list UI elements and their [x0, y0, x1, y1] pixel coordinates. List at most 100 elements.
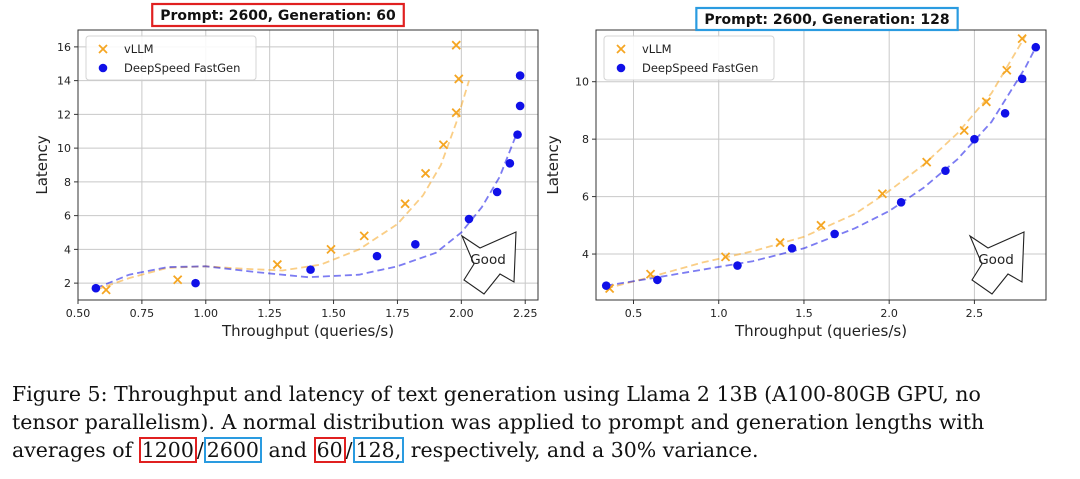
x-axis-label: Throughput (queries/s) [734, 322, 907, 340]
data-point-vllm [438, 140, 449, 150]
legend-marker-fastgen [98, 63, 108, 73]
data-point-fastgen [372, 251, 382, 261]
data-point-vllm [1017, 33, 1027, 44]
legend-label: DeepSpeed FastGen [642, 61, 758, 75]
caption-text: and [261, 438, 314, 462]
data-point-vllm [451, 108, 461, 118]
data-point-fastgen [515, 71, 525, 80]
data-point-fastgen [492, 187, 502, 197]
good-arrow-shape [460, 231, 517, 295]
data-point-vllm [645, 269, 656, 279]
chart-title-box [695, 6, 959, 32]
data-point-fastgen [601, 281, 611, 290]
y-tick-label: 16 [57, 41, 71, 54]
legend-marker-vllm [616, 44, 626, 54]
plot-frame [77, 29, 539, 301]
caption-line-1: Figure 5: Throughput and latency of text… [12, 382, 981, 406]
highlight-gen-60: 60 [313, 437, 346, 463]
data-point-vllm [420, 168, 431, 179]
x-tick-label: 1.5 [795, 307, 813, 320]
legend-box [603, 35, 775, 81]
data-point-fastgen [505, 159, 515, 168]
legend-box [85, 35, 257, 81]
data-point-fastgen [464, 214, 474, 224]
data-point-vllm [816, 220, 826, 230]
y-tick-label: 10 [57, 142, 71, 155]
data-point-fastgen [91, 283, 101, 293]
data-point-vllm [272, 259, 282, 270]
highlight-prompt-1200: 1200 [138, 437, 197, 463]
y-tick-label: 12 [57, 108, 71, 121]
chart-title-box [151, 2, 405, 28]
y-tick-label: 4 [64, 243, 71, 256]
good-arrow-shape [968, 231, 1025, 295]
x-tick-label: 2.00 [449, 307, 474, 320]
data-point-fastgen [653, 275, 662, 285]
trend-line-vllm [95, 80, 470, 291]
data-point-fastgen [306, 265, 315, 274]
trend-line-fastgen [606, 46, 1037, 287]
caption-slash: / [196, 438, 204, 462]
data-point-fastgen [941, 166, 950, 176]
data-point-fastgen [896, 198, 906, 207]
chart-title: Prompt: 2600, Generation: 60 [151, 2, 405, 28]
y-axis-label: Latency [544, 135, 562, 194]
figure-caption: Figure 5: Throughput and latency of text… [12, 380, 1072, 464]
legend-marker-vllm [98, 44, 108, 54]
y-tick-label: 10 [575, 76, 589, 89]
data-point-vllm [720, 252, 731, 262]
data-point-vllm [400, 199, 410, 209]
x-tick-label: 1.75 [385, 307, 410, 320]
y-tick-label: 14 [57, 75, 71, 88]
x-tick-label: 1.25 [257, 307, 282, 320]
data-point-fastgen [191, 278, 200, 288]
data-point-fastgen [1000, 108, 1010, 118]
chart-title-text: Prompt: 2600, Generation: 128 [704, 12, 949, 28]
data-point-vllm [451, 40, 461, 50]
caption-slash: / [345, 438, 353, 462]
y-tick-label: 8 [582, 133, 589, 146]
chart-2: 0.5 1.0 1.5 2.0 2.5 4 6 8 10 Throughput (queries/… [544, 6, 1047, 340]
y-tick-label: 8 [64, 176, 71, 189]
legend: vLLM DeepSpeed FastGen [85, 35, 257, 81]
x-tick-label: 2.5 [966, 307, 984, 320]
data-point-fastgen [970, 134, 979, 144]
y-tick-label: 6 [64, 210, 71, 223]
x-tick-label: 0.50 [66, 307, 91, 320]
data-point-vllm [981, 97, 991, 107]
y-axis-label: Latency [33, 135, 51, 194]
chart-title-text: Prompt: 2600, Generation: 60 [160, 8, 396, 24]
y-tick-label: 6 [582, 191, 589, 204]
x-tick-label: 0.5 [625, 307, 643, 320]
chart-1: 0.50 0.75 1.00 1.25 1.50 1.75 2.00 2.25 2 4 6 8 10 12… [33, 2, 539, 340]
x-tick-label: 1.0 [710, 307, 728, 320]
y-tick-label: 4 [582, 248, 589, 261]
legend-label: vLLM [642, 42, 672, 56]
data-point-fastgen [411, 240, 420, 249]
data-point-vllm [359, 231, 369, 241]
legend-label: vLLM [124, 42, 154, 56]
trend-line-vllm [605, 35, 1027, 290]
data-point-fastgen [830, 229, 839, 239]
highlight-gen-128: 128, [352, 437, 405, 463]
data-point-fastgen [515, 101, 525, 111]
trend-line-fastgen [95, 130, 519, 290]
y-tick-label: 2 [64, 277, 71, 290]
data-point-vllm [1002, 65, 1012, 75]
data-point-fastgen [733, 261, 742, 270]
x-tick-label: 2.0 [880, 307, 898, 320]
data-point-vllm [173, 275, 183, 285]
good-label: Good [978, 252, 1014, 268]
x-axis-label: Throughput (queries/s) [221, 322, 394, 340]
chart-title: Prompt: 2600, Generation: 128 [695, 6, 959, 32]
x-tick-label: 1.00 [194, 307, 219, 320]
data-point-fastgen [1017, 74, 1027, 84]
data-point-vllm [101, 285, 111, 295]
x-tick-label: 0.75 [130, 307, 155, 320]
legend-label: DeepSpeed FastGen [124, 61, 240, 75]
data-point-vllm [454, 74, 464, 84]
x-tick-label: 2.25 [513, 307, 538, 320]
figure-charts: 0.50 0.75 1.00 1.25 1.50 1.75 2.00 2.25 2 4 6 8 10 12… [33, 2, 1047, 340]
data-point-fastgen [513, 130, 522, 139]
x-tick-label: 1.50 [321, 307, 346, 320]
